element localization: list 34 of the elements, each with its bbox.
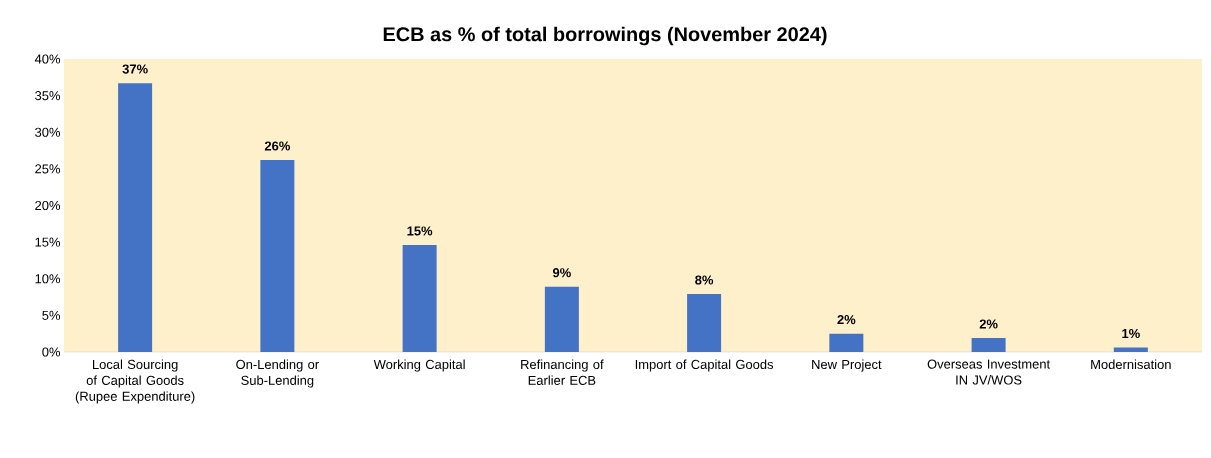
y-tick-label: 30% bbox=[35, 127, 61, 137]
y-tick-label: 0% bbox=[42, 347, 61, 357]
bar bbox=[402, 245, 437, 352]
x-tick-label: Import of Capital Goods bbox=[635, 359, 774, 372]
bar bbox=[1113, 347, 1148, 352]
bar bbox=[971, 338, 1006, 352]
x-tick-label: Overseas Investment IN JV/WOS bbox=[927, 359, 1051, 385]
y-tick-label: 40% bbox=[34, 54, 61, 64]
x-tick-label: Working Capital bbox=[373, 359, 465, 372]
data-label: 8% bbox=[695, 275, 714, 285]
y-tick-label: 10% bbox=[35, 274, 61, 284]
y-tick-label: 5% bbox=[42, 310, 61, 320]
data-label: 1% bbox=[1122, 328, 1140, 339]
y-tick-label: 25% bbox=[35, 164, 61, 174]
x-tick-label: Local Sourcing of Capital Goods (Rupee Expenditure) bbox=[75, 359, 195, 404]
bar bbox=[829, 333, 864, 352]
x-tick-label: New Project bbox=[812, 359, 882, 372]
data-label: 37% bbox=[122, 64, 148, 74]
chart-title: ECB as % of total borrowings (November 2024) bbox=[383, 26, 827, 46]
bar bbox=[687, 294, 722, 352]
bar bbox=[544, 286, 579, 352]
bar bbox=[118, 83, 153, 352]
y-tick-label: 20% bbox=[35, 200, 61, 211]
bar bbox=[260, 160, 295, 352]
x-tick-label: On-Lending or Sub-Lending bbox=[236, 359, 319, 388]
x-tick-label: Refinancing of Earlier ECB bbox=[521, 359, 604, 385]
data-label: 9% bbox=[552, 268, 571, 278]
x-tick-label: Modernisation bbox=[1091, 359, 1171, 370]
data-label: 15% bbox=[407, 226, 433, 236]
y-tick-label: 35% bbox=[35, 91, 61, 101]
y-tick-label: 15% bbox=[35, 237, 61, 247]
data-label: 2% bbox=[837, 315, 856, 325]
data-label: 26% bbox=[264, 141, 290, 151]
data-label: 2% bbox=[979, 319, 998, 329]
